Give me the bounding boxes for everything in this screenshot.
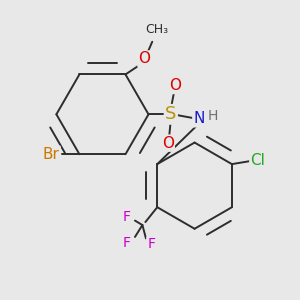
Text: CH₃: CH₃ xyxy=(145,23,168,36)
Text: Br: Br xyxy=(43,147,60,162)
Text: H: H xyxy=(207,109,218,123)
Text: F: F xyxy=(123,236,131,250)
Text: F: F xyxy=(123,210,131,224)
Text: S: S xyxy=(165,105,176,123)
Text: N: N xyxy=(194,111,205,126)
Text: O: O xyxy=(162,136,174,151)
Text: Cl: Cl xyxy=(250,153,265,168)
Text: F: F xyxy=(147,237,155,251)
Text: O: O xyxy=(169,78,181,93)
Text: O: O xyxy=(139,52,151,67)
